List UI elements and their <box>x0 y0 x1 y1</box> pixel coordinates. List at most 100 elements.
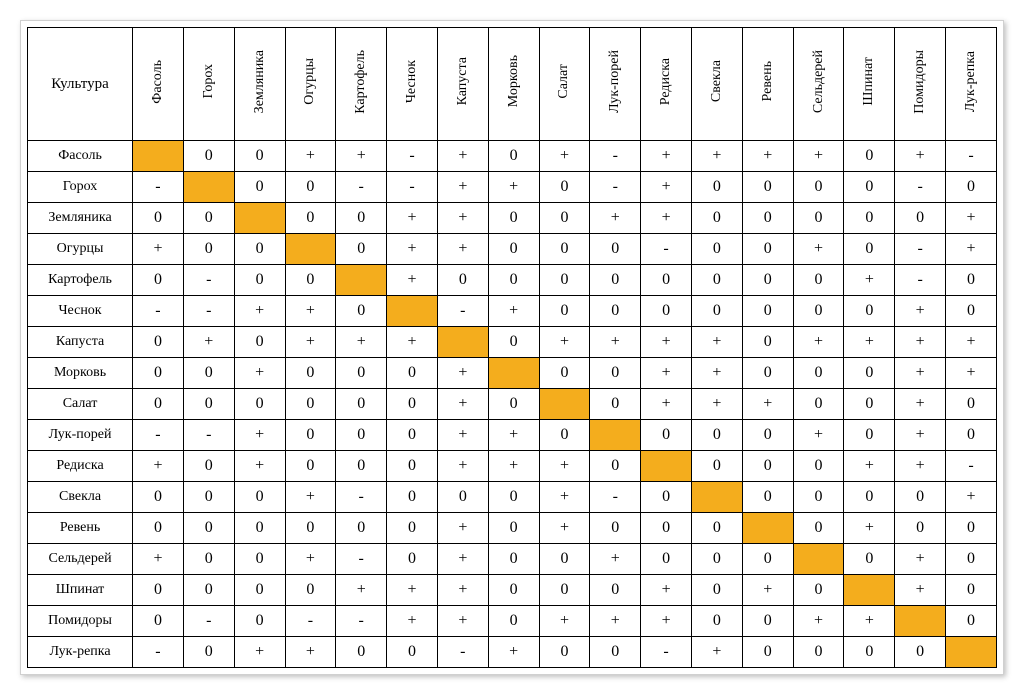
table-row: Огурцы+000++000-00+0-+ <box>28 234 997 265</box>
data-cell: 0 <box>742 265 793 296</box>
data-cell: 0 <box>488 575 539 606</box>
data-cell: + <box>946 203 997 234</box>
data-cell: + <box>437 575 488 606</box>
data-cell: - <box>590 172 641 203</box>
data-cell: + <box>895 420 946 451</box>
data-cell: 0 <box>692 265 743 296</box>
data-cell: + <box>590 203 641 234</box>
data-cell: 0 <box>285 358 336 389</box>
data-cell: 0 <box>488 482 539 513</box>
data-cell: 0 <box>946 420 997 451</box>
data-cell: 0 <box>234 141 285 172</box>
data-cell: + <box>844 327 895 358</box>
data-cell: + <box>946 234 997 265</box>
table-row: Салат000000+00+++00+0 <box>28 389 997 420</box>
data-cell: + <box>895 544 946 575</box>
column-header-label: Чеснок <box>404 60 420 103</box>
data-cell: 0 <box>183 544 234 575</box>
data-cell: + <box>895 327 946 358</box>
data-cell: 0 <box>387 389 438 420</box>
row-header: Лук-порей <box>28 420 133 451</box>
data-cell: 0 <box>946 296 997 327</box>
data-cell: 0 <box>336 389 387 420</box>
data-cell: + <box>285 296 336 327</box>
column-header-label: Сельдерей <box>811 50 827 113</box>
data-cell: 0 <box>793 172 844 203</box>
data-cell: 0 <box>692 544 743 575</box>
data-cell: 0 <box>387 358 438 389</box>
data-cell: - <box>285 606 336 637</box>
data-cell: + <box>183 327 234 358</box>
data-cell: + <box>437 420 488 451</box>
row-header: Сельдерей <box>28 544 133 575</box>
table-card: КультураФасольГорохЗемляникаОгурцыКартоф… <box>20 20 1004 675</box>
data-cell: + <box>692 637 743 668</box>
data-cell: 0 <box>133 265 184 296</box>
data-cell: + <box>285 141 336 172</box>
data-cell: 0 <box>336 420 387 451</box>
data-cell: + <box>285 637 336 668</box>
data-cell: + <box>539 482 590 513</box>
table-row: Ревень000000+0+0000+00 <box>28 513 997 544</box>
data-cell: + <box>641 203 692 234</box>
data-cell: 0 <box>285 451 336 482</box>
data-cell: 0 <box>387 420 438 451</box>
data-cell: + <box>793 420 844 451</box>
data-cell: 0 <box>844 420 895 451</box>
data-cell: 0 <box>234 327 285 358</box>
row-header: Картофель <box>28 265 133 296</box>
data-cell: + <box>285 327 336 358</box>
data-cell: 0 <box>946 513 997 544</box>
data-cell: 0 <box>895 637 946 668</box>
data-cell: + <box>488 451 539 482</box>
data-cell: + <box>285 544 336 575</box>
table-row: Чеснок--++0-+0000000+0 <box>28 296 997 327</box>
data-cell: + <box>488 172 539 203</box>
column-header: Картофель <box>336 28 387 141</box>
data-cell: 0 <box>590 637 641 668</box>
data-cell: - <box>183 296 234 327</box>
data-cell: 0 <box>539 637 590 668</box>
data-cell: 0 <box>590 451 641 482</box>
data-cell: + <box>336 327 387 358</box>
data-cell: + <box>437 544 488 575</box>
diagonal-cell <box>641 451 692 482</box>
data-cell: 0 <box>437 482 488 513</box>
data-cell: 0 <box>844 637 895 668</box>
data-cell: + <box>387 234 438 265</box>
data-cell: 0 <box>285 389 336 420</box>
data-cell: 0 <box>946 265 997 296</box>
data-cell: 0 <box>183 575 234 606</box>
data-cell: 0 <box>437 265 488 296</box>
data-cell: + <box>437 172 488 203</box>
data-cell: 0 <box>336 358 387 389</box>
data-cell: 0 <box>742 234 793 265</box>
data-cell: + <box>285 482 336 513</box>
column-header: Помидоры <box>895 28 946 141</box>
data-cell: 0 <box>183 451 234 482</box>
data-cell: 0 <box>692 606 743 637</box>
data-cell: 0 <box>641 420 692 451</box>
column-header: Свекла <box>692 28 743 141</box>
column-header: Ревень <box>742 28 793 141</box>
data-cell: - <box>133 172 184 203</box>
data-cell: 0 <box>133 482 184 513</box>
table-row: Лук-репка-0++00-+00-+0000 <box>28 637 997 668</box>
data-cell: + <box>844 513 895 544</box>
data-cell: 0 <box>234 389 285 420</box>
data-cell: 0 <box>742 637 793 668</box>
data-cell: 0 <box>742 451 793 482</box>
data-cell: + <box>387 575 438 606</box>
data-cell: + <box>234 451 285 482</box>
data-cell: 0 <box>234 575 285 606</box>
row-header: Огурцы <box>28 234 133 265</box>
data-cell: 0 <box>742 606 793 637</box>
data-cell: + <box>234 420 285 451</box>
data-cell: + <box>539 141 590 172</box>
data-cell: + <box>895 141 946 172</box>
column-header: Капуста <box>437 28 488 141</box>
data-cell: 0 <box>692 420 743 451</box>
data-cell: - <box>590 482 641 513</box>
data-cell: - <box>336 482 387 513</box>
data-cell: + <box>895 389 946 420</box>
